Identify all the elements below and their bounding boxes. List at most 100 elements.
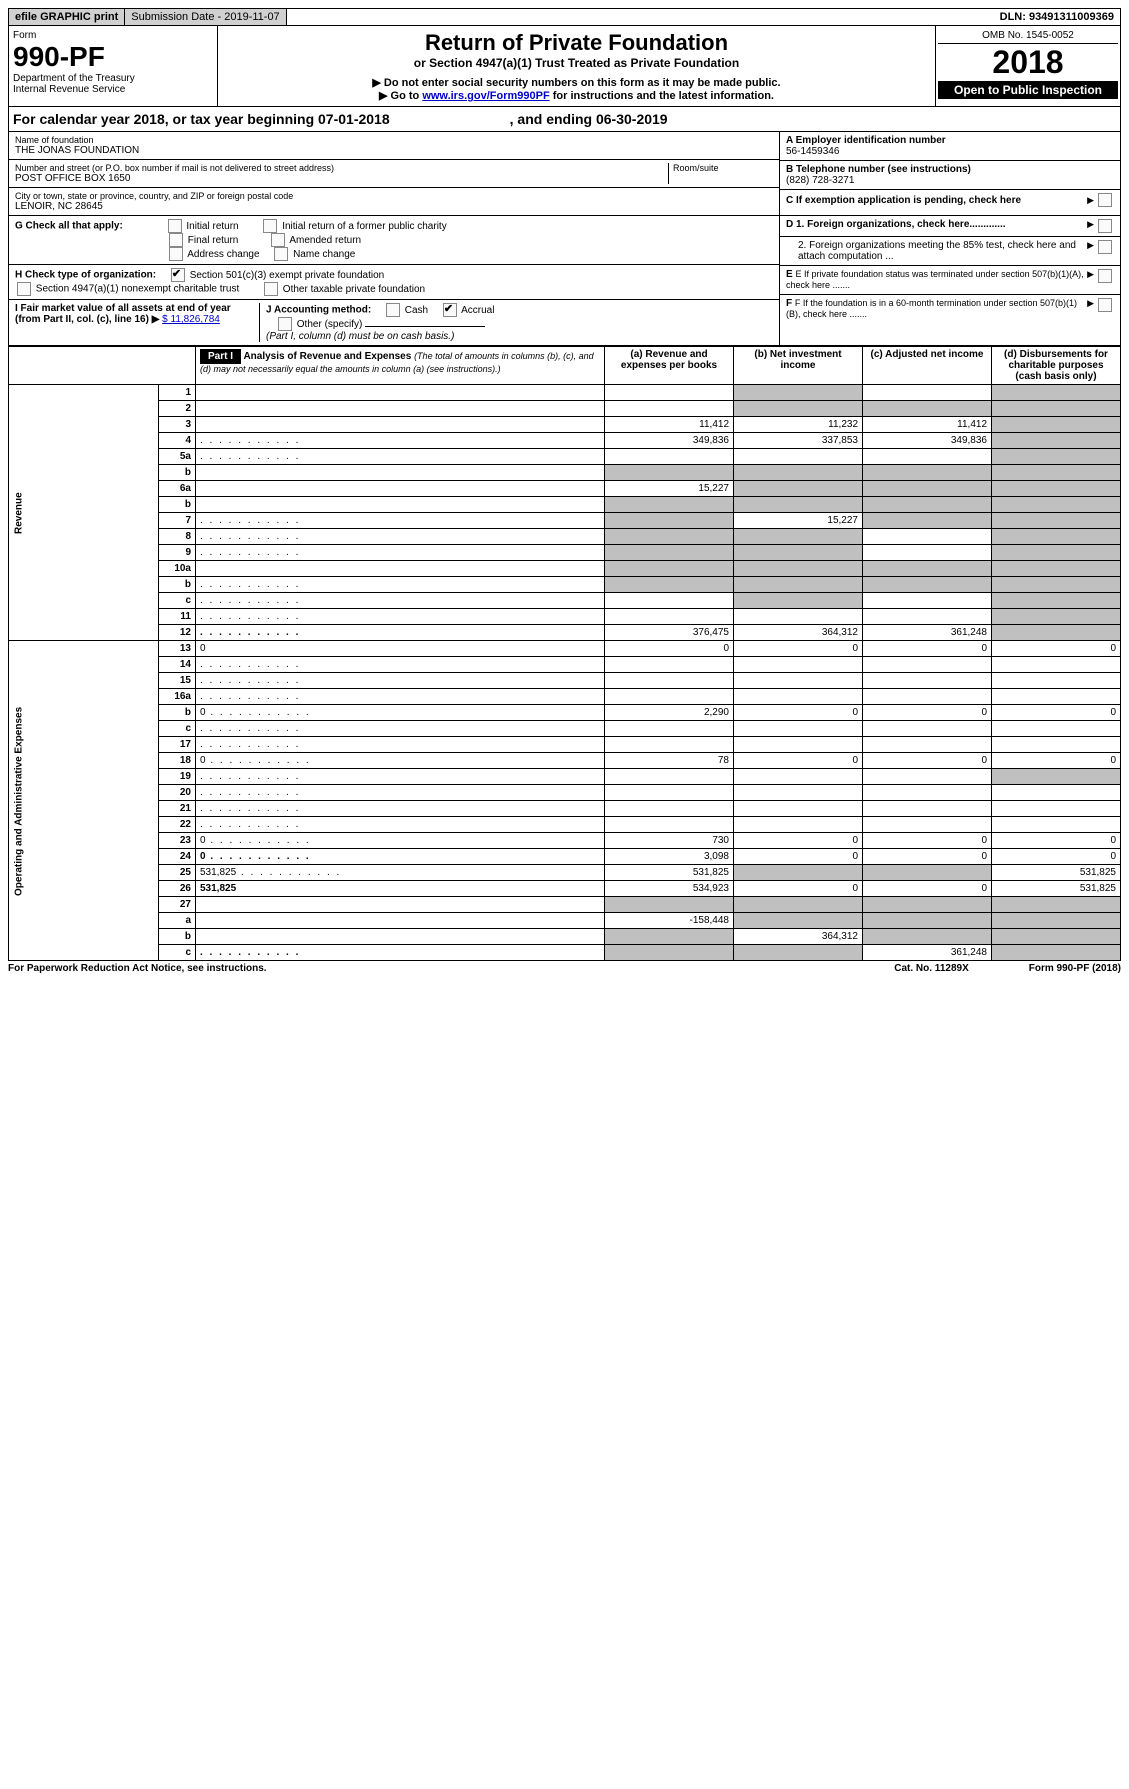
cell-b (734, 689, 863, 705)
tel-label: B Telephone number (see instructions) (786, 164, 1114, 175)
h-501c3[interactable] (171, 268, 185, 282)
cell-c (863, 561, 992, 577)
cell-c (863, 865, 992, 881)
cell-b (734, 945, 863, 961)
top-bar: efile GRAPHIC print Submission Date - 20… (8, 8, 1121, 26)
g-name-change[interactable] (274, 247, 288, 261)
efile-button[interactable]: efile GRAPHIC print (9, 9, 125, 25)
cell-d (992, 801, 1121, 817)
open-public-badge: Open to Public Inspection (938, 81, 1118, 99)
cell-a (605, 657, 734, 673)
cell-b: 0 (734, 849, 863, 865)
cell-a (605, 737, 734, 753)
cell-c (863, 449, 992, 465)
row-number: 6a (159, 481, 196, 497)
row-description (196, 785, 605, 801)
cell-a: 11,412 (605, 417, 734, 433)
cell-c (863, 801, 992, 817)
cell-d: 0 (992, 849, 1121, 865)
cell-d (992, 689, 1121, 705)
g-amended[interactable] (271, 233, 285, 247)
i-value[interactable]: $ 11,826,784 (162, 314, 220, 325)
row-number: 13 (159, 641, 196, 657)
tax-year: 2018 (938, 44, 1118, 81)
table-row: 12376,475364,312361,248 (9, 625, 1121, 641)
cell-a (605, 929, 734, 945)
cell-c: 0 (863, 881, 992, 897)
cell-b: 0 (734, 881, 863, 897)
row-number: c (159, 721, 196, 737)
cell-d (992, 625, 1121, 641)
cell-c (863, 385, 992, 401)
row-description (196, 545, 605, 561)
row-description (196, 465, 605, 481)
row-number: 10a (159, 561, 196, 577)
d1-checkbox[interactable] (1098, 219, 1112, 233)
j-other[interactable] (278, 317, 292, 331)
irs-link[interactable]: www.irs.gov/Form990PF (422, 90, 549, 102)
cell-d (992, 561, 1121, 577)
table-row: a-158,448 (9, 913, 1121, 929)
cell-a: 534,923 (605, 881, 734, 897)
g-final[interactable] (169, 233, 183, 247)
cell-c (863, 529, 992, 545)
g-initial-former[interactable] (263, 219, 277, 233)
ein-value: 56-1459346 (786, 146, 1114, 157)
row-description (196, 609, 605, 625)
cell-a: 78 (605, 753, 734, 769)
table-row: c (9, 593, 1121, 609)
cell-a (605, 513, 734, 529)
warning-ssn: ▶ Do not enter social security numbers o… (222, 76, 931, 89)
table-row: Operating and Administrative Expenses130… (9, 641, 1121, 657)
row-number: 23 (159, 833, 196, 849)
table-row: 26531,825534,92300531,825 (9, 881, 1121, 897)
f-checkbox[interactable] (1098, 298, 1112, 312)
cell-a (605, 945, 734, 961)
cell-c (863, 897, 992, 913)
omb-number: OMB No. 1545-0052 (938, 28, 1118, 44)
cell-d (992, 433, 1121, 449)
table-row: 27 (9, 897, 1121, 913)
cell-c (863, 593, 992, 609)
cell-c (863, 689, 992, 705)
cell-d (992, 897, 1121, 913)
cell-a (605, 785, 734, 801)
cell-b (734, 401, 863, 417)
j-cash[interactable] (386, 303, 400, 317)
j-accrual[interactable] (443, 303, 457, 317)
cell-b: 0 (734, 833, 863, 849)
cell-a (605, 449, 734, 465)
g-initial-return[interactable] (168, 219, 182, 233)
row-number: 2 (159, 401, 196, 417)
address: POST OFFICE BOX 1650 (15, 173, 664, 184)
cell-d: 531,825 (992, 881, 1121, 897)
e-checkbox[interactable] (1098, 269, 1112, 283)
table-row: 9 (9, 545, 1121, 561)
row-description (196, 657, 605, 673)
cell-d (992, 401, 1121, 417)
row-number: b (159, 929, 196, 945)
col-d-header: (d) Disbursements for charitable purpose… (992, 347, 1121, 385)
row-number: 17 (159, 737, 196, 753)
cell-d (992, 513, 1121, 529)
submission-date: Submission Date - 2019-11-07 (125, 9, 286, 25)
d2-checkbox[interactable] (1098, 240, 1112, 254)
cell-b: 0 (734, 753, 863, 769)
cell-a (605, 545, 734, 561)
h-other-taxable[interactable] (264, 282, 278, 296)
cell-b (734, 481, 863, 497)
g-address[interactable] (169, 247, 183, 261)
cell-c: 0 (863, 705, 992, 721)
part1-table: Part I Analysis of Revenue and Expenses … (8, 346, 1121, 961)
row-description: 531,825 (196, 865, 605, 881)
row-number: b (159, 705, 196, 721)
h-4947[interactable] (17, 282, 31, 296)
cell-a: 349,836 (605, 433, 734, 449)
cell-a: 2,290 (605, 705, 734, 721)
cell-b (734, 529, 863, 545)
col-c-header: (c) Adjusted net income (863, 347, 992, 385)
c-checkbox[interactable] (1098, 193, 1112, 207)
cell-a (605, 577, 734, 593)
cell-c (863, 513, 992, 529)
row-description (196, 481, 605, 497)
